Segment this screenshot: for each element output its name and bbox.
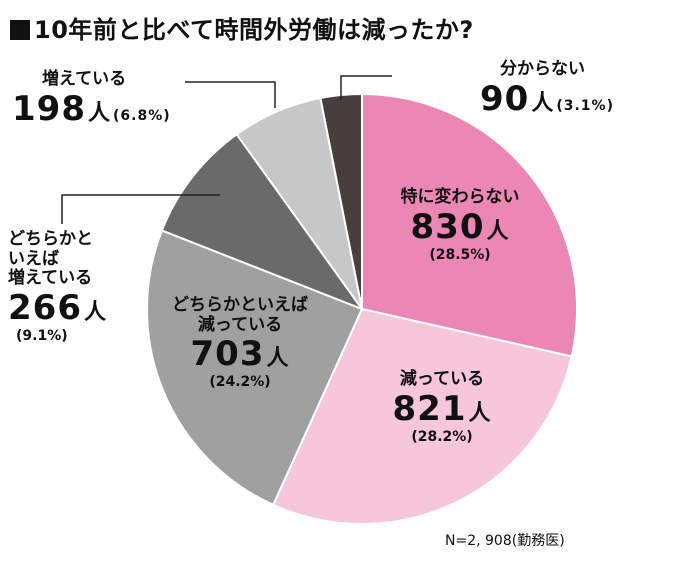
chart-title: 10年前と比べて時間外労働は減ったか? xyxy=(10,10,474,45)
title-square-icon xyxy=(10,20,30,40)
slice-category-unknown: 分からない xyxy=(500,59,585,79)
slice-percent-decreased: (28.2%) xyxy=(411,428,473,445)
slice-count-unknown: 90人 (3.1%) xyxy=(480,78,614,119)
pie-slice-rather-increased xyxy=(160,132,365,312)
slice-label-unknown: 分からない 90人 (3.1%) xyxy=(480,59,650,119)
sample-size-note: N=2, 908(勤務医) xyxy=(445,533,565,549)
leader-line-rather-increased xyxy=(61,194,220,224)
slice-category-decreased: 減っている xyxy=(399,369,485,389)
leader-line-increased xyxy=(185,81,276,108)
pie-slice-rather-decreased xyxy=(146,229,364,507)
slice-category-unchanged: 特に変わらない xyxy=(400,187,520,207)
slice-percent-rather-decreased: (24.2%) xyxy=(209,374,271,391)
slice-label-unchanged: 特に変わらない 830人 (28.5%) xyxy=(375,187,545,263)
slice-category-increased: 増えている xyxy=(42,69,127,89)
slice-percent-unchanged: (28.5%) xyxy=(429,246,491,263)
slice-label-rather-decreased: どちらかといえば 減っている 703人 (24.2%) xyxy=(155,295,325,391)
slice-category-rather-increased-3: 増えている xyxy=(8,268,93,289)
slice-label-decreased: 減っている 821人 (28.2%) xyxy=(362,369,522,445)
pie-slice-unchanged xyxy=(361,92,579,358)
leader-line-unknown xyxy=(340,75,392,100)
slice-count-rather-decreased: 703人 xyxy=(190,334,290,375)
slice-percent-rather-increased: (9.1%) xyxy=(16,327,68,344)
slice-count-increased: 198人 (6.8%) xyxy=(12,88,171,129)
slice-count-decreased: 821人 xyxy=(392,388,492,429)
chart-title-text: 10年前と比べて時間外労働は減ったか? xyxy=(34,16,474,44)
slice-category-rather-increased-2: いえば xyxy=(8,248,59,269)
pie-slice-decreased xyxy=(271,307,573,525)
slice-category-rather-decreased-2: 減っている xyxy=(197,314,283,335)
slice-category-rather-decreased-1: どちらかといえば xyxy=(172,295,308,315)
slice-count-rather-increased: 266人 xyxy=(8,287,107,328)
slice-label-increased: 増えている 198人 (6.8%) xyxy=(12,69,210,129)
slice-count-unchanged: 830人 xyxy=(410,206,510,247)
pie-slices xyxy=(146,92,579,525)
slice-category-rather-increased-1: どちらかと xyxy=(8,229,93,249)
slice-label-rather-increased: どちらかと いえば 増えている 266人 (9.1%) xyxy=(8,229,128,344)
leader-lines xyxy=(61,75,392,224)
